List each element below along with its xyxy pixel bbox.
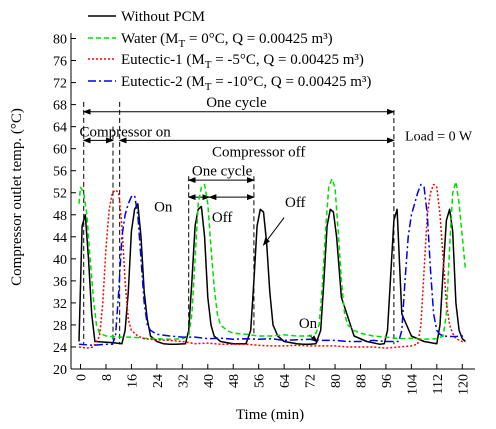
x-tick-label: 104 — [405, 374, 420, 395]
y-tick-label: 24 — [53, 341, 67, 356]
annotation-text: One cycle Compressor on Compressor off One … — [79, 95, 472, 332]
x-tick-label: 112 — [431, 374, 446, 394]
legend-label: Water (MT = 0°C, Q = 0.00425 m³) — [121, 31, 333, 50]
y-ticks: 20 24 28 32 36 40 44 48 52 56 60 64 68 72 76 80 — [53, 33, 76, 378]
y-tick-label: 20 — [53, 363, 67, 378]
y-tick-label: 68 — [53, 99, 67, 114]
y-tick-label: 56 — [53, 165, 67, 180]
series-lines — [78, 178, 467, 349]
y-tick-label: 40 — [53, 253, 67, 268]
series-line — [78, 178, 467, 341]
y-tick-label: 28 — [53, 319, 67, 334]
x-tick-label: 72 — [304, 374, 319, 388]
annotation-label: Load = 0 W — [405, 129, 473, 144]
y-tick-label: 64 — [53, 121, 67, 136]
annotation-label: Off — [285, 195, 306, 211]
annotation-label: One cycle — [206, 95, 267, 111]
series-line — [78, 203, 466, 345]
y-tick-label: 44 — [53, 231, 67, 246]
annotation-label: One cycle — [192, 164, 253, 180]
annotation-label: Compressor on — [79, 125, 171, 141]
annotation-label: Compressor off — [212, 144, 305, 160]
x-tick-label: 80 — [329, 374, 344, 388]
annotation-lines — [82, 101, 395, 345]
legend-label: Eutectic-1 (MT = -5°C, Q = 0.00425 m³) — [121, 52, 364, 71]
y-tick-label: 36 — [53, 275, 67, 290]
series-line — [78, 183, 466, 347]
annotation-label: On — [299, 316, 318, 332]
annotation-label: Off — [212, 210, 233, 226]
x-axis-label: Time (min) — [236, 407, 304, 423]
x-tick-label: 40 — [202, 374, 217, 388]
x-tick-label: 24 — [151, 374, 166, 388]
x-tick-label: 56 — [253, 374, 268, 388]
x-ticks: 0 8 16 24 32 40 48 56 64 72 80 88 96 104 112 120 — [75, 364, 471, 395]
legend-label: Eutectic-2 (MT = -10°C, Q = 0.00425 m³) — [121, 74, 371, 93]
x-tick-label: 64 — [278, 374, 293, 388]
y-tick-label: 32 — [53, 297, 67, 312]
y-axis-label: Compressor outlet temp. (°C) — [9, 108, 25, 286]
x-tick-label: 96 — [380, 374, 395, 388]
legend-label: Without PCM — [121, 9, 205, 25]
x-tick-label: 8 — [100, 374, 115, 381]
series-line — [78, 183, 466, 349]
y-tick-label: 52 — [53, 187, 67, 202]
x-tick-label: 48 — [227, 374, 242, 388]
y-tick-label: 48 — [53, 209, 67, 224]
y-tick-label: 76 — [53, 55, 67, 70]
annotation-label: On — [154, 199, 173, 215]
plot-area: 20 24 28 32 36 40 44 48 52 56 60 64 68 72 76 80 0 8 16 24 3… — [53, 33, 475, 395]
x-tick-label: 0 — [75, 374, 90, 381]
x-tick-label: 88 — [354, 374, 369, 388]
x-tick-label: 32 — [176, 374, 191, 388]
y-tick-label: 80 — [53, 33, 67, 48]
x-tick-label: 16 — [125, 374, 140, 388]
legend: Without PCM Water (MT = 0°C, Q = 0.00425 … — [88, 9, 371, 93]
y-tick-label: 72 — [53, 77, 67, 92]
y-tick-label: 60 — [53, 143, 67, 158]
x-tick-label: 120 — [456, 374, 471, 395]
